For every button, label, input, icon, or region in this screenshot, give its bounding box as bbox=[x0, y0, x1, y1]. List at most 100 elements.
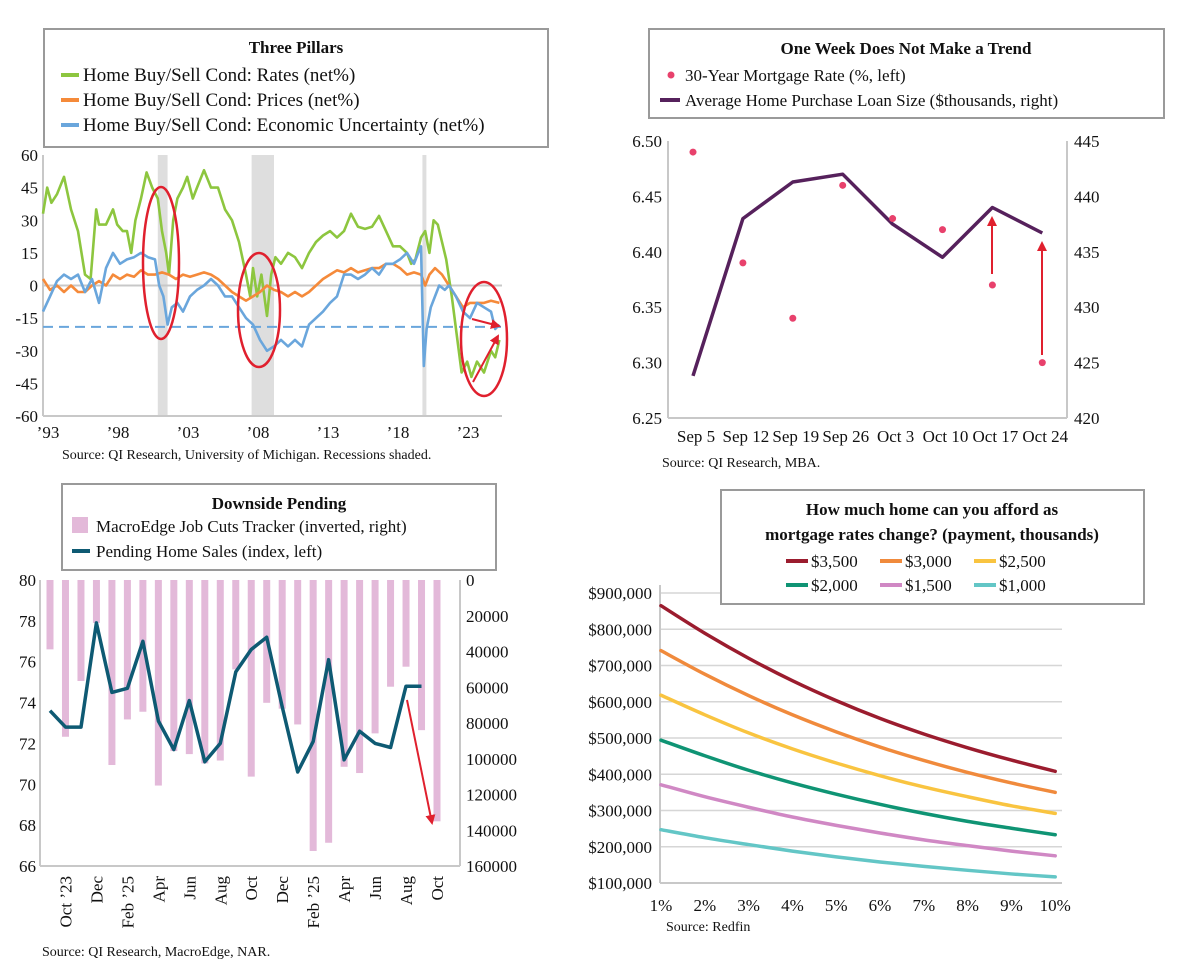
right-y-tick-label: 425 bbox=[1074, 354, 1100, 373]
job-cuts-bar bbox=[418, 580, 426, 731]
left-y-tick-label: 6.35 bbox=[632, 298, 662, 317]
chart-title: Downside Pending bbox=[212, 494, 347, 513]
y-tick-label: $200,000 bbox=[588, 838, 652, 857]
x-tick-label: 7% bbox=[912, 896, 935, 915]
x-tick-label: ’18 bbox=[387, 423, 410, 442]
y-tick-label: $300,000 bbox=[588, 802, 652, 821]
right-y-tick-label: 440 bbox=[1074, 187, 1100, 206]
one-week-trend-chart: 6.50 6.45 6.40 6.35 6.30 6.25 445 440 435 430 425 4… bbox=[632, 28, 1165, 471]
job-cuts-bar bbox=[387, 580, 395, 687]
legend-label-pending-sales: Pending Home Sales (index, left) bbox=[96, 542, 322, 561]
payment-curve bbox=[659, 827, 1057, 879]
x-tick-label: Dec bbox=[273, 876, 292, 904]
payment-curve bbox=[659, 738, 1057, 837]
x-tick-label: Sep 19 bbox=[772, 427, 819, 446]
x-tick-label: Sep 5 bbox=[677, 427, 715, 446]
job-cuts-bar bbox=[216, 580, 224, 761]
x-tick-label: Apr bbox=[149, 876, 168, 903]
y-tick-label: -15 bbox=[15, 309, 38, 328]
highlight-ellipse bbox=[459, 280, 509, 398]
annotations bbox=[141, 185, 509, 398]
payment-curve bbox=[659, 603, 1057, 774]
legend-label-job-cuts: MacroEdge Job Cuts Tracker (inverted, ri… bbox=[96, 517, 407, 536]
legend-label: $3,500 bbox=[811, 552, 858, 571]
mortgage-rate-point bbox=[839, 181, 847, 189]
source-note: Source: QI Research, University of Michi… bbox=[62, 448, 431, 463]
job-cuts-bar bbox=[108, 580, 116, 766]
x-tick-label: Oct ’23 bbox=[56, 876, 75, 927]
y-tick-label: -60 bbox=[15, 407, 38, 426]
y-tick-label: $100,000 bbox=[588, 874, 652, 893]
y-tick-label: 30 bbox=[21, 211, 38, 230]
right-y-tick-label: 0 bbox=[466, 571, 475, 590]
left-y-tick-label: 74 bbox=[19, 694, 37, 713]
legend-box bbox=[43, 28, 549, 148]
legend-label: $1,500 bbox=[905, 576, 952, 595]
x-tick-label: ’98 bbox=[107, 423, 130, 442]
legend-label: $2,000 bbox=[811, 576, 858, 595]
trend-arrow bbox=[471, 318, 501, 329]
x-tick-label: 6% bbox=[869, 896, 892, 915]
legend-box bbox=[648, 28, 1165, 119]
job-cuts-bar bbox=[402, 580, 410, 667]
chart-title-line-1: How much home can you afford as bbox=[806, 500, 1059, 519]
left-y-tick-label: 72 bbox=[19, 734, 36, 753]
three-pillars-chart: 60 45 30 15 0 -15 -30 -45 -60’93 ’98 ’03 ’08 ’13 ’18 ’… bbox=[15, 28, 549, 463]
x-tick-label: Oct 17 bbox=[973, 427, 1019, 446]
trend-arrow bbox=[406, 699, 436, 825]
job-cuts-bar bbox=[309, 580, 317, 851]
x-tick-label: Jun bbox=[366, 876, 385, 900]
job-cuts-bar bbox=[325, 580, 333, 843]
home-affordability-chart: $900,000 $800,000 $700,000 $600,000 $500,000… bbox=[588, 489, 1145, 935]
y-tick-label: 15 bbox=[21, 244, 38, 263]
x-tick-label: Oct bbox=[242, 876, 261, 901]
x-tick-label: Sep 12 bbox=[723, 427, 770, 446]
pending-sales-plot: 80 78 76 74 72 70 68 66 0 20000 40000 60000 80000 100… bbox=[19, 571, 517, 928]
x-tick-label: 8% bbox=[956, 896, 979, 915]
left-y-tick-label: 70 bbox=[19, 775, 36, 794]
y-tick-label: $700,000 bbox=[588, 657, 652, 676]
highlight-ellipse bbox=[236, 251, 282, 369]
job-cuts-bar bbox=[170, 580, 178, 752]
job-cuts-bar bbox=[92, 580, 100, 623]
payment-curve bbox=[659, 783, 1057, 858]
y-tick-label: $500,000 bbox=[588, 729, 652, 748]
left-y-tick-label: 6.25 bbox=[632, 409, 662, 428]
job-cuts-bar bbox=[433, 580, 441, 822]
series-line-rates bbox=[41, 168, 501, 379]
y-tick-label: $600,000 bbox=[588, 693, 652, 712]
x-tick-label: 5% bbox=[825, 896, 848, 915]
mortgage-rate-plot: 6.50 6.45 6.40 6.35 6.30 6.25 445 440 435 430 425 4… bbox=[632, 132, 1099, 446]
left-y-tick-label: 6.30 bbox=[632, 354, 662, 373]
right-y-tick-label: 445 bbox=[1074, 132, 1100, 151]
legend-label-mortgage-rate: 30-Year Mortgage Rate (%, left) bbox=[685, 66, 906, 85]
y-tick-label: 0 bbox=[30, 277, 39, 296]
legend-label: $3,000 bbox=[905, 552, 952, 571]
job-cuts-bar bbox=[232, 580, 240, 670]
loan-size-line bbox=[691, 172, 1044, 377]
legend-label-loan-size: Average Home Purchase Loan Size ($thousa… bbox=[685, 91, 1058, 110]
payment-curve bbox=[659, 693, 1057, 816]
left-y-tick-label: 66 bbox=[19, 857, 36, 876]
y-tick-label: $800,000 bbox=[588, 620, 652, 639]
y-tick-label: $900,000 bbox=[588, 584, 652, 603]
left-y-tick-label: 6.40 bbox=[632, 243, 662, 262]
x-tick-label: Apr bbox=[335, 876, 354, 903]
mortgage-rate-point bbox=[689, 148, 697, 156]
mortgage-rate-point bbox=[889, 215, 897, 223]
job-cuts-bar bbox=[185, 580, 193, 755]
three-pillars-plot: 60 45 30 15 0 -15 -30 -45 -60’93 ’98 ’03 ’08 ’13 ’18 ’… bbox=[15, 146, 502, 442]
y-tick-label: -30 bbox=[15, 342, 38, 361]
mortgage-rate-point bbox=[939, 226, 946, 234]
chart-title: One Week Does Not Make a Trend bbox=[781, 39, 1032, 58]
left-y-tick-label: 6.45 bbox=[632, 187, 662, 206]
left-y-tick-label: 76 bbox=[19, 653, 36, 672]
source-note: Source: QI Research, MBA. bbox=[662, 456, 820, 471]
legend: Three Pillars Home Buy/Sell Cond: Rates … bbox=[43, 28, 549, 148]
legend: One Week Does Not Make a Trend 30-Year M… bbox=[648, 28, 1165, 119]
right-y-tick-label: 100000 bbox=[466, 750, 517, 769]
x-tick-label: 10% bbox=[1040, 896, 1071, 915]
y-tick-label: 60 bbox=[21, 146, 38, 165]
x-tick-label: Sep 26 bbox=[822, 427, 869, 446]
